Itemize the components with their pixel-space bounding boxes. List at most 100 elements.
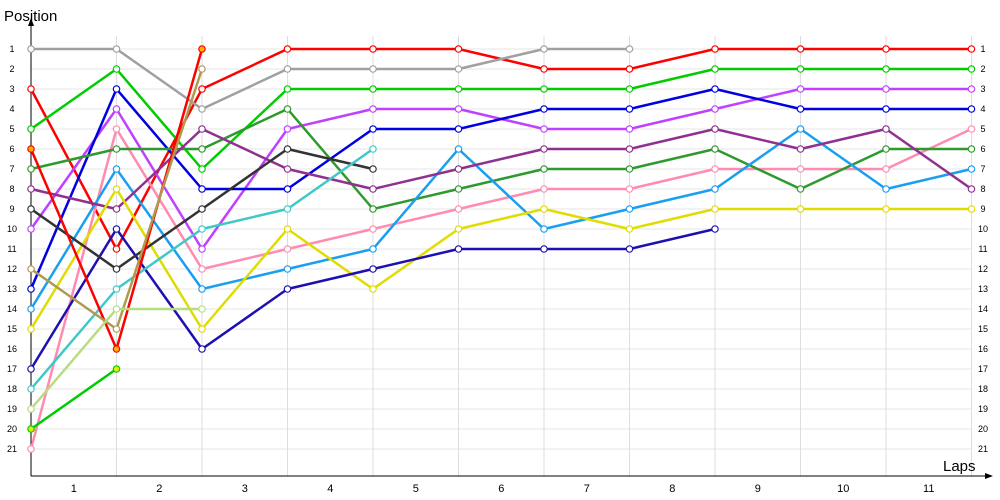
series-point	[198, 205, 206, 213]
series-point	[796, 185, 805, 193]
x-axis-title: Laps	[943, 458, 976, 475]
series-point	[967, 205, 976, 213]
y-tick-label-right: 14	[978, 304, 988, 314]
series-point	[198, 125, 206, 133]
y-tick-label-right: 12	[978, 264, 988, 274]
y-tick-label-right: 15	[978, 324, 988, 334]
series-point	[198, 85, 206, 93]
series-point	[625, 225, 634, 233]
x-tick-label: 8	[669, 483, 675, 495]
series-point	[369, 185, 377, 193]
series-point	[369, 45, 377, 53]
series-point	[540, 45, 548, 53]
series-point	[711, 185, 719, 193]
series-point	[625, 145, 634, 153]
series-point	[27, 85, 35, 93]
y-tick-label-right: 4	[980, 104, 985, 114]
series-point	[112, 45, 121, 53]
y-tick-label-left: 1	[9, 44, 14, 54]
series-point	[796, 165, 805, 173]
series-point	[27, 325, 35, 333]
series-point	[283, 145, 292, 153]
series-point	[625, 125, 634, 133]
series-point	[711, 65, 719, 73]
y-tick-label-right: 10	[978, 224, 988, 234]
series-point	[112, 345, 121, 353]
series-point	[369, 225, 377, 233]
series-point	[198, 65, 206, 73]
series-point	[882, 85, 890, 93]
series-point	[27, 305, 35, 313]
x-tick-label: 4	[327, 483, 333, 495]
y-tick-label-left: 6	[9, 144, 14, 154]
series-point	[540, 245, 548, 253]
series-point	[283, 125, 292, 133]
series-point	[625, 65, 634, 73]
x-tick-label: 7	[584, 483, 590, 495]
series-point	[198, 325, 206, 333]
series-point	[198, 225, 206, 233]
grid-layer	[30, 36, 972, 476]
series-point	[967, 65, 976, 73]
series-line	[29, 47, 631, 111]
series-point	[711, 125, 719, 133]
series-point	[283, 265, 292, 273]
series-point	[454, 145, 463, 153]
series-point	[198, 345, 206, 353]
series-point	[454, 105, 463, 113]
series-line	[29, 127, 973, 211]
y-tick-label-left: 20	[7, 424, 17, 434]
series-point	[369, 125, 377, 133]
series-point	[198, 105, 206, 113]
series-point	[540, 185, 548, 193]
series-point	[796, 65, 805, 73]
series-point	[540, 225, 548, 233]
series-point	[369, 105, 377, 113]
series-point	[711, 165, 719, 173]
series-point	[967, 125, 976, 133]
series-point	[198, 245, 206, 253]
series-point	[112, 285, 121, 293]
x-tick-label: 5	[413, 483, 419, 495]
series-point	[625, 85, 634, 93]
y-tick-label-left: 8	[9, 184, 14, 194]
series-point	[283, 225, 292, 233]
y-tick-label-right: 1	[980, 44, 985, 54]
x-tick-label: 3	[242, 483, 248, 495]
series-line	[29, 187, 973, 331]
series-point	[27, 285, 35, 293]
series-point	[882, 45, 890, 53]
series-point	[540, 165, 548, 173]
series-point	[112, 85, 121, 93]
series-point	[796, 205, 805, 213]
series-point	[369, 145, 377, 153]
y-tick-label-left: 16	[7, 344, 17, 354]
series-point	[882, 185, 890, 193]
series-point	[27, 385, 35, 393]
x-tick-label: 11	[923, 483, 934, 495]
y-tick-label-left: 7	[9, 164, 14, 174]
y-tick-label-right: 6	[980, 144, 985, 154]
y-tick-label-left: 15	[7, 324, 17, 334]
series-point	[967, 85, 976, 93]
series-point	[711, 205, 719, 213]
series-point	[112, 325, 121, 333]
series-line	[29, 367, 118, 431]
series-point	[796, 145, 805, 153]
series-point	[283, 65, 292, 73]
series-line	[29, 127, 973, 451]
series-point	[27, 165, 35, 173]
series-point	[796, 85, 805, 93]
y-tick-label-right: 3	[980, 84, 985, 94]
y-tick-label-right: 11	[978, 244, 987, 254]
series-point	[454, 165, 463, 173]
series-point	[27, 425, 35, 433]
series-point	[112, 165, 121, 173]
series-point	[27, 225, 35, 233]
series-point	[112, 145, 121, 153]
y-tick-label-left: 17	[7, 364, 17, 374]
series-point	[198, 45, 206, 53]
series-point	[27, 405, 35, 413]
series-point	[882, 205, 890, 213]
